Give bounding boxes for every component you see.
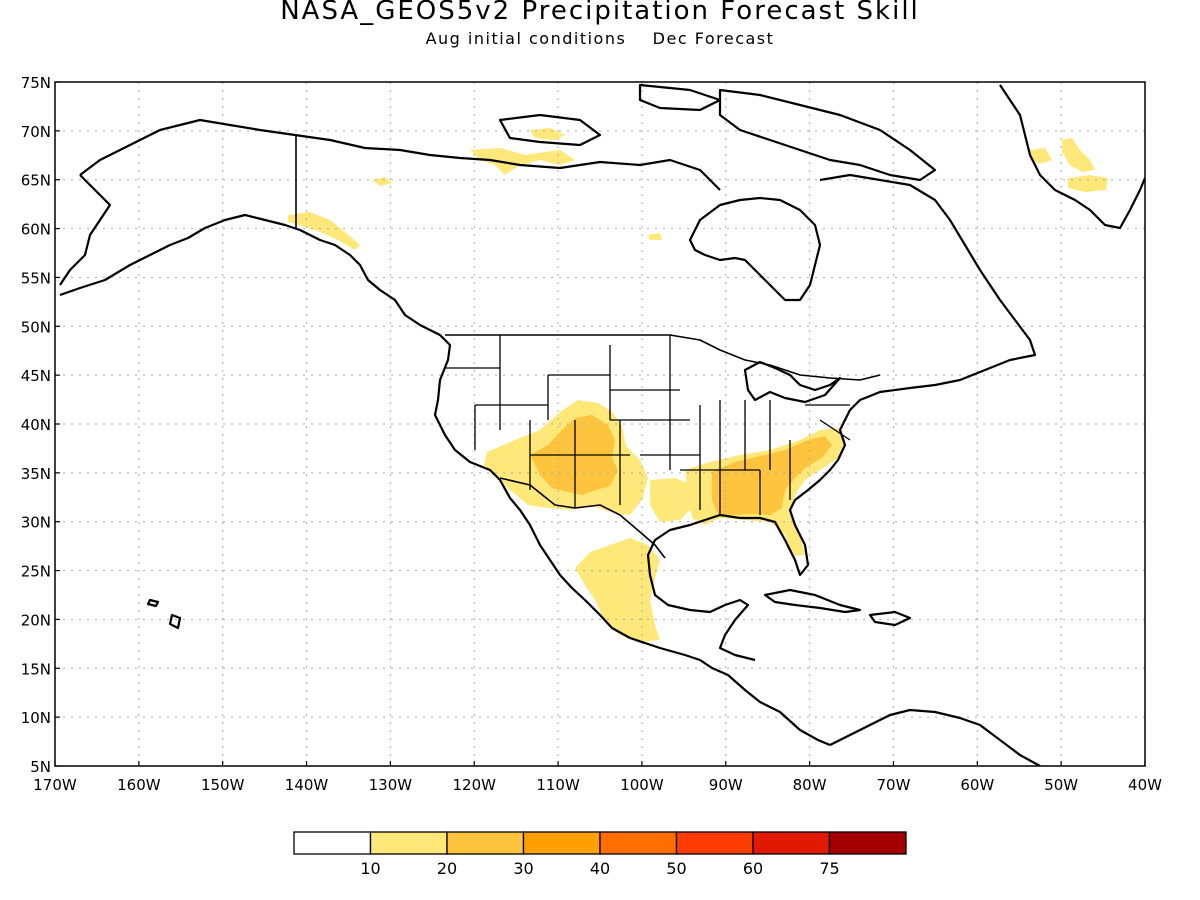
longitude-tick-label: 110W xyxy=(536,776,580,794)
map-title: NASA_GEOS5v2 Precipitation Forecast Skil… xyxy=(280,0,920,26)
coastline-hudson-bay xyxy=(688,196,822,302)
longitude-labels: 170W 160W 150W 140W 130W 120W 110W 100W 90W 80W 70… xyxy=(33,761,1162,794)
latitude-tick-label: 70N xyxy=(21,123,51,141)
latitude-tick-label: 25N xyxy=(21,563,51,581)
coastline-great-lakes xyxy=(743,360,842,404)
longitude-tick-label: 150W xyxy=(201,776,245,794)
colorbar-label: 60 xyxy=(743,859,763,878)
coastline-hawaii-2 xyxy=(146,598,160,608)
longitude-tick-label: 50W xyxy=(1044,776,1078,794)
colorbar-label: 10 xyxy=(360,859,380,878)
skill-region-greenland xyxy=(1062,138,1095,172)
colorbar-swatch xyxy=(293,831,372,855)
longitude-tick-label: 130W xyxy=(369,776,413,794)
colorbar-label: 20 xyxy=(437,859,457,878)
colorbar-swatch xyxy=(446,831,525,855)
latitude-tick-label: 30N xyxy=(21,514,51,532)
longitude-tick-label: 70W xyxy=(877,776,911,794)
coastline-greenland xyxy=(999,84,1145,230)
coastline-hispaniola xyxy=(868,610,912,627)
longitude-tick-label: 120W xyxy=(452,776,496,794)
state-lines-west xyxy=(445,335,851,515)
longitude-tick-label: 160W xyxy=(117,776,161,794)
skill-region-greenland-3 xyxy=(1030,148,1052,164)
skill-region-mexico xyxy=(575,538,660,642)
latitude-tick-label: 35N xyxy=(21,465,51,483)
colorbar-label: 30 xyxy=(513,859,533,878)
skill-region-texas-light xyxy=(650,478,695,522)
skill-region-hudson-small xyxy=(648,233,662,240)
skill-region-alaska-panhandle xyxy=(288,212,360,250)
latitude-tick-label: 45N xyxy=(21,367,51,385)
longitude-tick-label: 40W xyxy=(1128,776,1162,794)
coastlines xyxy=(59,83,1145,766)
coastline-victoria-island xyxy=(498,113,602,147)
latitude-tick-label: 15N xyxy=(21,660,51,678)
latitude-tick-label: 10N xyxy=(21,709,51,727)
skill-shading-layer xyxy=(288,128,1108,642)
colorbar-swatch xyxy=(828,831,907,855)
colorbar-swatch xyxy=(752,831,831,855)
latitude-labels: 75N 70N 65N 60N 55N 50N 45N 40N 35N 30N 25N 20N 15N 1… xyxy=(21,74,60,776)
longitude-tick-label: 100W xyxy=(620,776,664,794)
state-boundaries xyxy=(445,335,851,515)
latitude-tick-label: 5N xyxy=(30,758,51,776)
coastline-south-america xyxy=(829,708,1041,766)
skill-region-arctic-canada xyxy=(470,148,575,175)
colorbar-label: 40 xyxy=(590,859,610,878)
skill-region-arctic-canada-2 xyxy=(530,128,565,140)
skill-region-arctic-small xyxy=(372,177,392,186)
latitude-tick-label: 65N xyxy=(21,172,51,190)
coastline-arctic-canada xyxy=(294,133,721,191)
longitude-tick-label: 80W xyxy=(793,776,827,794)
border-us-mexico xyxy=(499,477,666,559)
coastline-ellesmere xyxy=(638,83,722,112)
colorbar-label: 50 xyxy=(666,859,686,878)
latitude-tick-label: 20N xyxy=(21,611,51,629)
graticule xyxy=(55,82,1145,766)
coastline-labrador xyxy=(646,173,1037,662)
skill-region-southeast-us xyxy=(712,436,832,515)
longitude-tick-label: 170W xyxy=(33,776,77,794)
latitude-tick-label: 55N xyxy=(21,269,51,287)
colorbar-swatch xyxy=(369,831,448,855)
coastline-hawaii xyxy=(168,613,182,630)
longitude-tick-label: 90W xyxy=(709,776,743,794)
longitude-tick-label: 60W xyxy=(960,776,994,794)
map-subtitle: Aug initial conditions Dec Forecast xyxy=(425,29,775,48)
coastline-alaska xyxy=(59,213,831,747)
border-us-canada xyxy=(445,334,881,381)
longitude-tick-label: 140W xyxy=(285,776,329,794)
colorbar-swatch xyxy=(675,831,754,855)
coastline-alaska-north xyxy=(79,118,296,176)
colorbar: 10 20 30 40 50 60 75 xyxy=(293,831,907,878)
coastline-cuba xyxy=(763,588,862,614)
latitude-tick-label: 60N xyxy=(21,221,51,239)
colorbar-swatch xyxy=(599,831,678,855)
coastline-alaska-west xyxy=(59,174,112,286)
colorbar-swatch xyxy=(522,831,601,855)
latitude-tick-label: 40N xyxy=(21,416,51,434)
latitude-tick-label: 50N xyxy=(21,318,51,336)
colorbar-label: 75 xyxy=(819,859,839,878)
latitude-tick-label: 75N xyxy=(21,74,51,92)
coastline-baffin xyxy=(718,88,937,182)
skill-region-greenland-2 xyxy=(1068,175,1108,192)
